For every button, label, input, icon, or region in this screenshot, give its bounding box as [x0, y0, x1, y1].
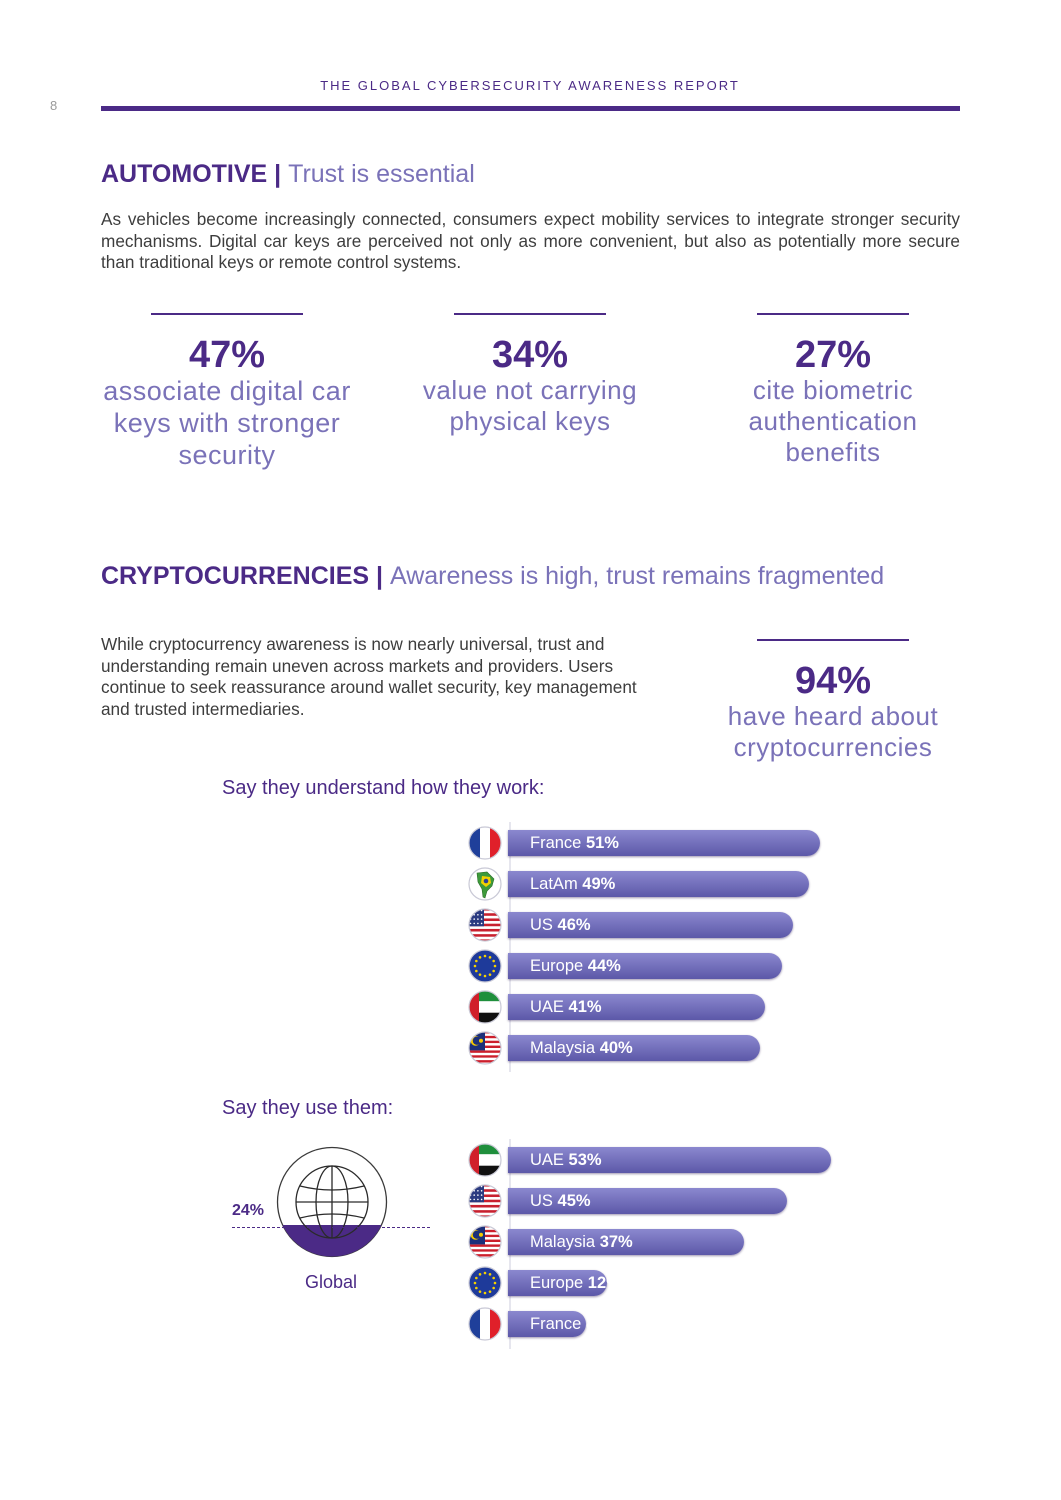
stat-value: 47%: [188, 333, 266, 376]
stat-card: 94% have heard about cryptocurrencies: [703, 639, 963, 763]
automotive-subtitle: Trust is essential: [288, 160, 475, 188]
stat-card: 34% value not carrying physical keys: [400, 313, 660, 437]
crypto-heading: CRYPTOCURRENCIES | Awareness is high, tr…: [101, 562, 884, 591]
bar: [508, 871, 810, 897]
stat-rule: [454, 313, 606, 315]
eu-flag-icon: [468, 949, 502, 983]
global-percentage: 24%: [232, 1202, 265, 1219]
bar-label-value: 49%: [582, 875, 616, 893]
bar-label-name: US: [530, 1192, 558, 1210]
latam-map-icon: [468, 867, 502, 901]
bar-label: Europe 12%: [530, 1270, 621, 1296]
use-chart-heading: Say they use them:: [222, 1097, 394, 1119]
malaysia-flag-icon: [468, 1225, 502, 1259]
automotive-heading: AUTOMOTIVE | Trust is essential: [101, 160, 475, 189]
header-rule: [101, 106, 960, 111]
crypto-subtitle: Awareness is high, trust remains fragmen…: [389, 562, 885, 590]
stat-text: value not carrying physical keys: [422, 374, 638, 436]
stat-rule: [757, 313, 909, 315]
bar-label-value: 53%: [568, 1151, 602, 1169]
bar-label-name: France: [530, 834, 586, 852]
global-dashed-line: [232, 1227, 430, 1228]
bar-label: Malaysia 40%: [530, 1035, 633, 1061]
bar: [508, 1035, 760, 1061]
global-globe: [276, 1146, 388, 1258]
uae-flag-icon: [468, 990, 502, 1024]
bar-label-value: 46%: [557, 916, 591, 934]
bar-label-name: Malaysia: [530, 1233, 600, 1251]
eu-flag-icon: [468, 1266, 502, 1300]
bar-label-name: France: [530, 1315, 586, 1333]
globe-icon: [276, 1146, 388, 1258]
us-flag-icon: [468, 908, 502, 942]
stat-value: 34%: [491, 333, 569, 376]
bar: [508, 1188, 788, 1214]
france-flag-icon: [468, 826, 502, 860]
bar-label: UAE 41%: [530, 994, 602, 1020]
bar: [508, 994, 766, 1020]
stat-value: 27%: [794, 333, 872, 376]
bar-label-value: 8%: [585, 1315, 610, 1333]
bar-label-value: 44%: [587, 957, 621, 975]
automotive-title: AUTOMOTIVE |: [101, 160, 282, 188]
bar-label-value: 40%: [599, 1039, 633, 1057]
bar-label-name: UAE: [530, 1151, 569, 1169]
page-number: 8: [50, 98, 58, 113]
stat-card: 47% associate digital car keys with stro…: [97, 313, 357, 471]
stat-rule: [757, 639, 909, 641]
bar-label: France 51%: [530, 830, 619, 856]
bar-label: UAE 53%: [530, 1147, 602, 1173]
bar-label-name: UAE: [530, 998, 569, 1016]
bar: [508, 1270, 608, 1296]
bar-label-name: Europe: [530, 1274, 588, 1292]
crypto-paragraph: While cryptocurrency awareness is now ne…: [101, 634, 637, 719]
bar-label: France 8%: [530, 1311, 610, 1337]
stat-text: have heard about cryptocurrencies: [727, 700, 939, 762]
bar-label-value: 37%: [599, 1233, 633, 1251]
bar: [508, 1311, 586, 1337]
stat-rule: [151, 313, 303, 315]
bar-label: Malaysia 37%: [530, 1229, 633, 1255]
stat-text: cite biometric authentication benefits: [748, 374, 918, 467]
bar-label: Europe 44%: [530, 953, 621, 979]
bar-label-name: US: [530, 916, 558, 934]
bar: [508, 830, 820, 856]
bar-label-name: LatAm: [530, 875, 583, 893]
bar: [508, 1147, 831, 1173]
bar-label-value: 41%: [568, 998, 602, 1016]
crypto-title: CRYPTOCURRENCIES |: [101, 562, 384, 590]
stat-text: associate digital car keys with stronger…: [103, 375, 351, 470]
report-title: THE GLOBAL CYBERSECURITY AWARENESS REPOR…: [320, 78, 740, 93]
understand-chart-heading: Say they understand how they work:: [222, 777, 545, 799]
global-label: Global: [304, 1272, 358, 1292]
us-flag-icon: [468, 1184, 502, 1218]
bar-label-value: 51%: [585, 834, 619, 852]
bar-label: LatAm 49%: [530, 871, 615, 897]
bar-label: US 46%: [530, 912, 591, 938]
uae-flag-icon: [468, 1143, 502, 1177]
bar: [508, 953, 782, 979]
bar: [508, 1229, 744, 1255]
bar-label-value: 12%: [587, 1274, 621, 1292]
malaysia-flag-icon: [468, 1031, 502, 1065]
stat-card: 27% cite biometric authentication benefi…: [703, 313, 963, 468]
chart-divider: [509, 822, 511, 1072]
automotive-paragraph: As vehicles become increasingly connecte…: [101, 209, 960, 272]
bar-label: US 45%: [530, 1188, 591, 1214]
france-flag-icon: [468, 1307, 502, 1341]
bar-label-value: 45%: [557, 1192, 591, 1210]
stat-value: 94%: [794, 659, 872, 702]
bar: [508, 912, 793, 938]
bar-label-name: Europe: [530, 957, 588, 975]
bar-label-name: Malaysia: [530, 1039, 600, 1057]
